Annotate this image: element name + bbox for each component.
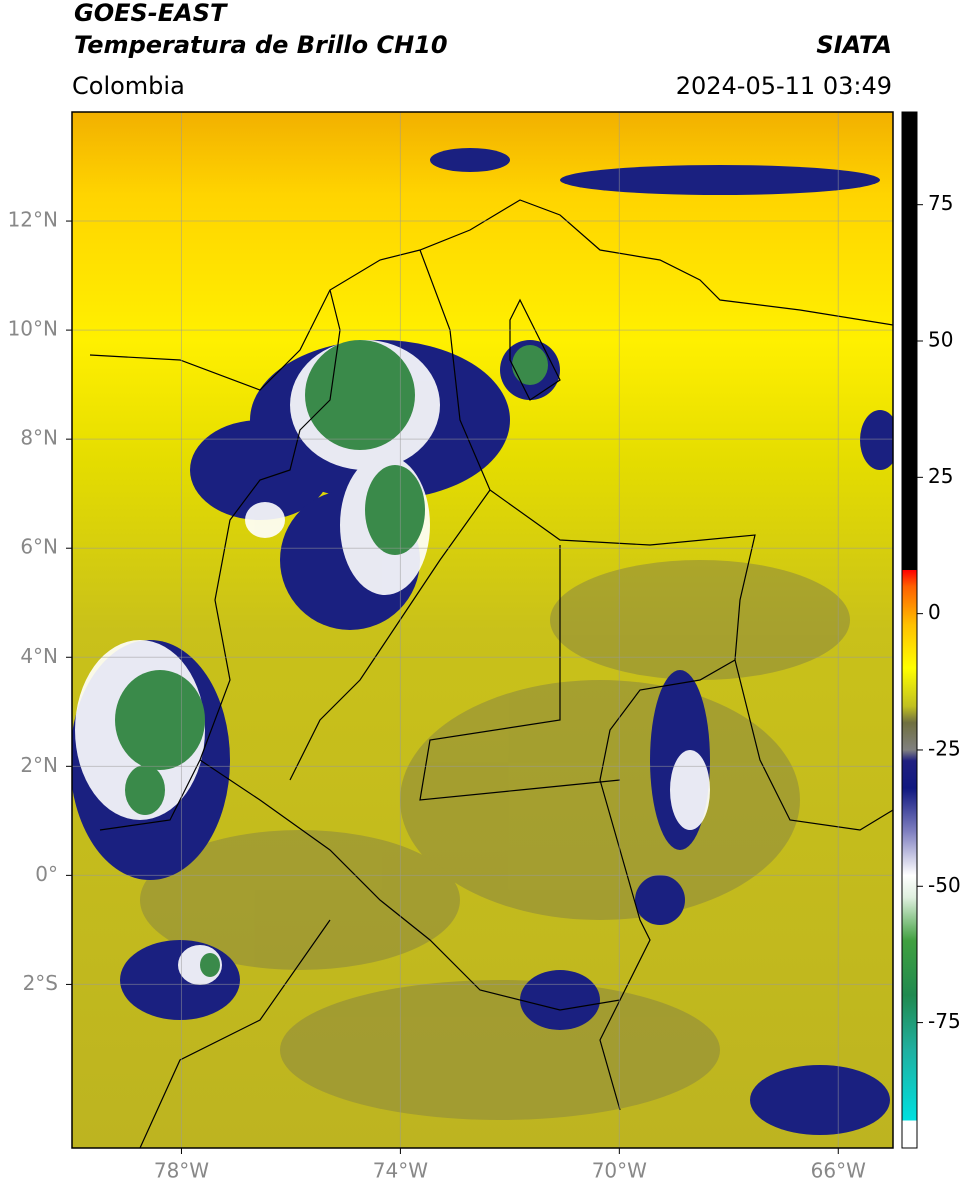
colorbar-tick-label: 25 (928, 464, 953, 488)
y-tick-label: 0° (35, 862, 58, 886)
y-tick-label: 6°N (20, 535, 58, 559)
y-tick-label: 2°S (23, 971, 58, 995)
y-tick-label: 2°N (20, 753, 58, 777)
y-tick-label: 12°N (8, 208, 58, 232)
satellite-image (72, 112, 893, 1148)
graticule (72, 112, 893, 1148)
y-tick-label: 4°N (20, 644, 58, 668)
colorbar-tick-label: -50 (928, 873, 961, 897)
satellite: GOES-EAST (74, 0, 228, 27)
region: Colombia (72, 72, 185, 100)
y-tick-label: 10°N (8, 317, 58, 341)
datetime: 2024-05-11 03:49 (676, 72, 892, 100)
x-tick-label: 66°W (811, 1159, 866, 1183)
source: SIATA (816, 31, 892, 59)
x-tick-label: 70°W (592, 1159, 647, 1183)
colorbar-tick-label: -25 (928, 736, 961, 760)
map-frame (71, 111, 894, 1149)
colorbar-tick-label: -75 (928, 1009, 961, 1033)
x-tick-label: 74°W (373, 1159, 428, 1183)
colorbar (901, 111, 918, 1149)
y-tick-label: 8°N (20, 426, 58, 450)
colorbar-tick-label: 75 (928, 191, 953, 215)
colorbar-tick-label: 50 (928, 328, 953, 352)
colorbar-tick-label: 0 (928, 600, 941, 624)
x-tick-label: 78°W (154, 1159, 209, 1183)
product: Temperatura de Brillo CH10 (74, 31, 448, 59)
